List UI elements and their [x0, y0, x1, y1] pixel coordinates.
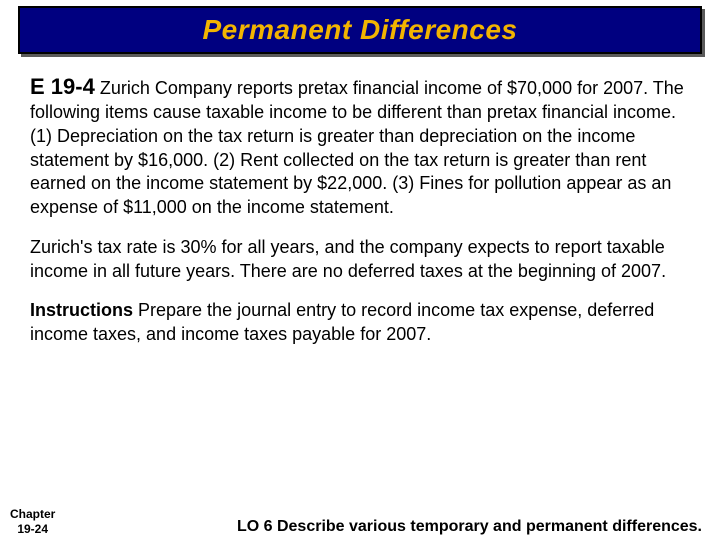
slide-footer: Chapter 19-24 LO 6 Describe various temp… — [0, 507, 720, 536]
slide-title: Permanent Differences — [203, 14, 518, 45]
paragraph-2: Zurich's tax rate is 30% for all years, … — [30, 236, 690, 284]
paragraph-1: E 19-4 Zurich Company reports pretax fin… — [30, 72, 690, 220]
slide-body: E 19-4 Zurich Company reports pretax fin… — [0, 54, 720, 347]
exercise-id: E 19-4 — [30, 74, 95, 99]
chapter-line-1: Chapter — [10, 507, 55, 521]
paragraph-1-text: Zurich Company reports pretax financial … — [30, 78, 684, 217]
learning-objective: LO 6 Describe various temporary and perm… — [237, 518, 702, 536]
chapter-line-2: 19-24 — [10, 522, 55, 536]
paragraph-3: Instructions Prepare the journal entry t… — [30, 299, 690, 347]
title-bar: Permanent Differences — [18, 6, 702, 54]
instructions-label: Instructions — [30, 300, 133, 320]
chapter-label: Chapter 19-24 — [10, 507, 55, 536]
